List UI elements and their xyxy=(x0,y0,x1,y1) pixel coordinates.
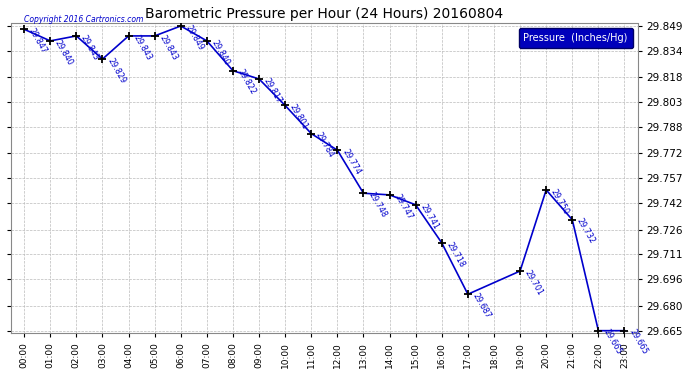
Text: 29.748: 29.748 xyxy=(366,190,388,219)
Text: 29.847: 29.847 xyxy=(27,27,49,55)
Legend: Pressure  (Inches/Hg): Pressure (Inches/Hg) xyxy=(519,28,633,48)
Text: 29.822: 29.822 xyxy=(236,68,257,97)
Text: 29.843: 29.843 xyxy=(79,33,101,62)
Text: 29.784: 29.784 xyxy=(314,131,336,159)
Text: 29.665: 29.665 xyxy=(601,328,623,357)
Text: 29.817: 29.817 xyxy=(262,76,284,105)
Text: 29.843: 29.843 xyxy=(131,33,153,62)
Text: Copyright 2016 Cartronics.com: Copyright 2016 Cartronics.com xyxy=(24,15,144,24)
Text: 29.747: 29.747 xyxy=(393,192,414,221)
Text: 29.801: 29.801 xyxy=(288,103,310,131)
Text: 29.829: 29.829 xyxy=(106,56,127,85)
Text: 29.840: 29.840 xyxy=(210,38,231,67)
Text: 29.732: 29.732 xyxy=(575,217,597,246)
Text: 29.741: 29.741 xyxy=(418,202,440,231)
Text: 29.774: 29.774 xyxy=(340,147,362,176)
Text: 29.665: 29.665 xyxy=(627,328,649,357)
Text: 29.750: 29.750 xyxy=(549,187,571,216)
Text: 29.843: 29.843 xyxy=(157,33,179,62)
Title: Barometric Pressure per Hour (24 Hours) 20160804: Barometric Pressure per Hour (24 Hours) … xyxy=(146,7,504,21)
Text: 29.701: 29.701 xyxy=(523,268,544,297)
Text: 29.718: 29.718 xyxy=(444,240,466,269)
Text: 29.849: 29.849 xyxy=(184,23,206,52)
Text: 29.840: 29.840 xyxy=(53,38,75,67)
Text: 29.687: 29.687 xyxy=(471,291,493,320)
